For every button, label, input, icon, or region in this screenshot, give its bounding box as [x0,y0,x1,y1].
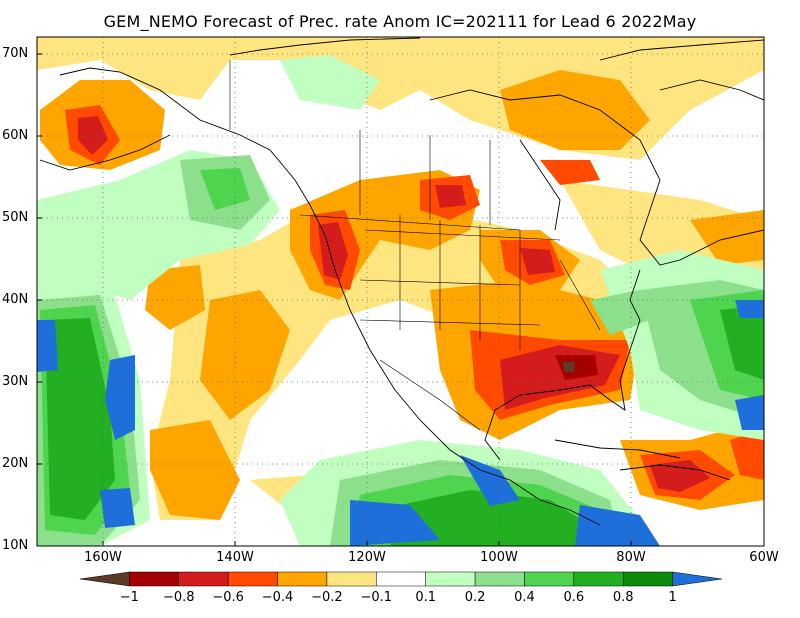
colorbar-segment [376,571,426,587]
colorbar-segment [573,571,624,587]
lon-label: 160W [84,550,122,565]
colorbar-segment [672,571,723,587]
colorbar-segment [277,571,328,587]
anomaly-region-much-wet [390,490,590,546]
anomaly-region-strongest-wet [735,300,764,318]
anomaly-region-orange [200,290,290,420]
colorbar-label: 0.6 [563,590,585,605]
colorbar-label: −0.6 [212,590,244,605]
colorbar [79,571,723,587]
colorbar-label: −0.2 [311,590,343,605]
colorbar-label: 1 [668,590,677,605]
anomaly-region-darkest [563,362,575,372]
anomaly-region-strongest-wet [350,500,440,546]
colorbar-label: −0.1 [360,590,393,605]
colorbar-label: −0.4 [261,590,294,605]
colorbar-segment [79,571,130,587]
colorbar-segment [425,571,476,587]
colorbar-segment [129,571,180,587]
anomaly-region-darkest [555,355,598,380]
anomaly-region-much-wet [720,305,764,380]
lon-label: 100W [480,550,518,565]
lat-label: 40N [2,292,29,307]
anomaly-region-strongest-wet [100,488,135,528]
anomaly-region-red [520,248,555,275]
colorbar-segment [524,571,575,587]
anomaly-region-dark-orange [540,160,600,185]
map-title: GEM_NEMO Forecast of Prec. rate Anom IC=… [103,12,697,31]
colorbar-label: 0.4 [514,590,535,605]
lat-label: 20N [2,456,29,471]
anomaly-region-orange [690,210,764,265]
colorbar-segment [227,571,278,587]
lon-label: 140W [216,550,254,565]
anomaly-region-more-wet [200,168,250,210]
anomaly-region-wet [590,290,650,335]
anomaly-region-strongest-wet [575,505,660,546]
colorbar-label: 0.8 [612,590,634,605]
map-frame [36,36,765,547]
graticule [37,37,764,546]
anomaly-region-orange [145,265,205,330]
axis-ticks [37,53,632,546]
colorbar-segment [326,571,377,587]
anomaly-region-red [78,116,108,155]
anomaly-region-red [435,185,466,208]
anomaly-region-strongest-wet [460,455,520,506]
anomaly-region-red [650,460,710,492]
colorbar-label: 0.2 [464,590,486,605]
colorbar-segment [622,571,673,587]
lat-label: 10N [2,538,29,553]
colorbar-label: −0.8 [162,590,195,605]
anomaly-region-orange [150,420,240,520]
lon-label: 80W [616,550,646,565]
coastlines [39,37,764,526]
anomaly-region-orange [500,70,650,150]
lat-label: 30N [2,374,29,389]
lat-label: 60N [2,128,29,143]
anomaly-region-dark-orange [730,430,764,480]
anomaly-region-strongest-wet [735,395,764,430]
anomaly-region-strongest-wet [105,355,135,440]
lon-label: 120W [348,550,386,565]
anomaly-region-much-wet [45,318,115,520]
political-borders [229,60,601,431]
lat-label: 50N [2,210,29,225]
colorbar-segment [474,571,525,587]
lon-label: 60W [749,550,779,565]
colorbar-label: −1 [119,590,139,605]
anomaly-region-light-wet [280,55,380,110]
anomaly-region-strongest-wet [37,320,58,372]
colorbar-segment [178,571,229,587]
colorbar-label: 0.1 [415,590,437,605]
lat-label: 70N [2,46,29,61]
